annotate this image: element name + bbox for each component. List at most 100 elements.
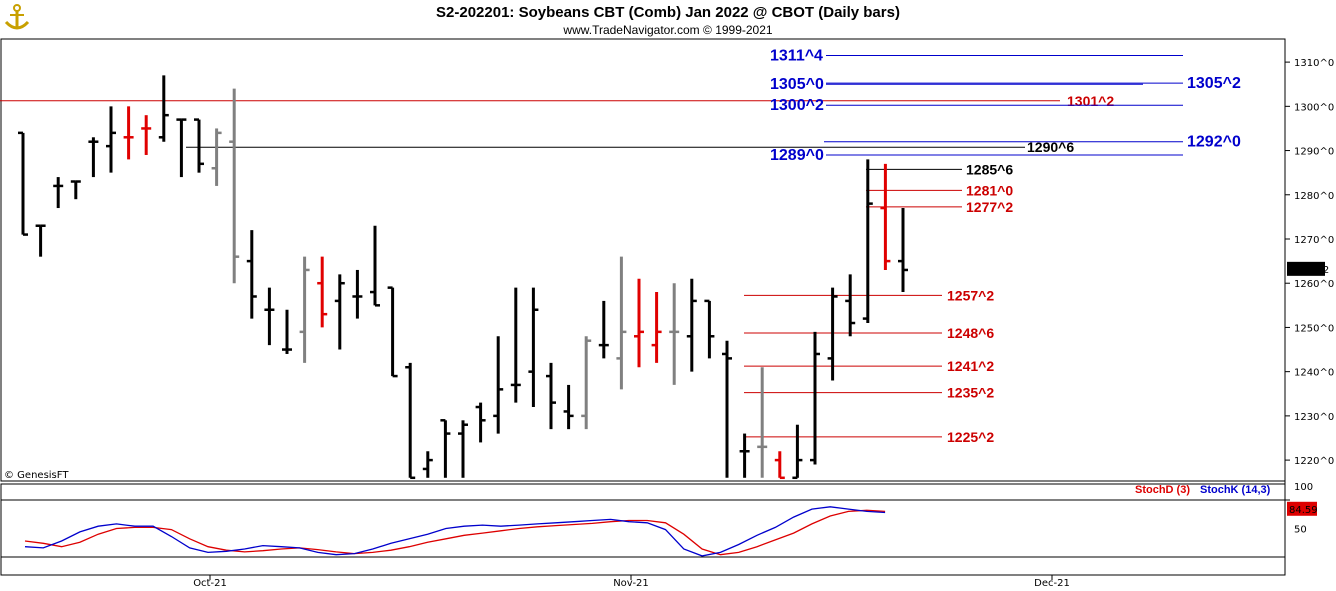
ohlc-bar bbox=[598, 300, 609, 359]
x-tick-label: Dec-21 bbox=[1034, 578, 1070, 589]
x-tick-label: Nov-21 bbox=[613, 578, 649, 589]
ohlc-bar bbox=[845, 274, 856, 337]
level-label: 1241^2 bbox=[947, 358, 994, 374]
ohlc-bar bbox=[405, 362, 416, 480]
level-label: 1277^2 bbox=[966, 199, 1013, 215]
ohlc-bar bbox=[880, 163, 891, 270]
y-tick-label: 1240^0 bbox=[1294, 368, 1334, 379]
y-tick-label: 1250^0 bbox=[1294, 323, 1334, 334]
ohlc-bar bbox=[563, 384, 574, 430]
level-label: 1300^2 bbox=[770, 97, 824, 114]
level-label: 1257^2 bbox=[947, 287, 994, 303]
ohlc-bar bbox=[774, 451, 785, 480]
ohlc-bar bbox=[686, 278, 697, 372]
level-label: 1285^6 bbox=[966, 161, 1013, 177]
ohlc-bar bbox=[422, 451, 433, 478]
level-label: 1289^0 bbox=[770, 147, 824, 164]
anchor-logo-icon bbox=[2, 2, 32, 32]
stochd-line bbox=[24, 509, 886, 556]
ohlc-bar bbox=[35, 224, 46, 257]
ohlc-bar bbox=[898, 208, 908, 293]
y-tick-label: 1260^0 bbox=[1294, 279, 1334, 290]
y-tick-label: 1310^0 bbox=[1294, 58, 1334, 69]
ohlc-bar bbox=[387, 286, 398, 378]
ohlc-bar bbox=[616, 256, 627, 390]
y-tick-label: 1280^0 bbox=[1294, 191, 1334, 202]
level-label: 1281^0 bbox=[966, 182, 1013, 198]
ohlc-bar bbox=[581, 336, 592, 430]
ohlc-bar bbox=[334, 274, 345, 350]
ohlc-bar bbox=[722, 340, 732, 478]
ohlc-bar bbox=[264, 287, 275, 346]
y-tick-label: 1300^0 bbox=[1294, 102, 1334, 113]
ohlc-bar bbox=[528, 287, 539, 408]
indicator-panel-frame bbox=[0, 483, 1286, 576]
y-tick-label: 1290^0 bbox=[1294, 147, 1334, 158]
watermark-text: © GenesisFT bbox=[4, 470, 69, 481]
level-label: 1301^2 bbox=[1067, 93, 1114, 109]
ohlc-bar bbox=[282, 309, 292, 354]
ohlc-bar bbox=[53, 177, 64, 209]
last-price-marker: 1263^2 bbox=[1287, 261, 1329, 276]
stoch-tick-label: 100 bbox=[1294, 482, 1313, 493]
ohlc-bar bbox=[810, 331, 820, 465]
ohlc-bar bbox=[246, 230, 257, 319]
ohlc-bar bbox=[123, 106, 134, 160]
level-label: 1311^4 bbox=[770, 47, 823, 64]
level-label: 1235^2 bbox=[947, 385, 994, 401]
ohlc-bar bbox=[141, 115, 152, 155]
ohlc-bar bbox=[299, 256, 310, 363]
ohlc-bar bbox=[510, 287, 521, 403]
ohlc-bars bbox=[18, 75, 908, 480]
level-label: 1305^2 bbox=[1187, 75, 1241, 92]
level-label: 1248^6 bbox=[947, 325, 994, 341]
y-tick-label: 1270^0 bbox=[1294, 235, 1334, 246]
ohlc-bar bbox=[352, 269, 363, 319]
ohlc-bar bbox=[792, 424, 803, 480]
stoch-last-box bbox=[1287, 501, 1317, 516]
ohlc-bar bbox=[194, 118, 204, 173]
date-x-axis: Oct-21 Nov-21 Dec-21 bbox=[193, 575, 1070, 589]
level-label: 1290^6 bbox=[1027, 139, 1074, 155]
last-price-box bbox=[1287, 261, 1325, 276]
ohlc-bar bbox=[88, 137, 99, 178]
ohlc-bar bbox=[634, 278, 644, 368]
ohlc-bar bbox=[370, 225, 380, 307]
stoch-last-label: 84.59 bbox=[1289, 505, 1318, 516]
ohlc-bar bbox=[862, 159, 873, 324]
stochk-legend: StochK (14,3) bbox=[1200, 484, 1271, 496]
ohlc-bar bbox=[106, 106, 116, 173]
stochk-line bbox=[24, 506, 886, 557]
ohlc-bar bbox=[475, 402, 486, 443]
ohlc-bar bbox=[739, 433, 750, 478]
ohlc-bar bbox=[704, 299, 715, 359]
ohlc-bar bbox=[211, 128, 222, 186]
ohlc-bar bbox=[827, 287, 838, 381]
ohlc-bar bbox=[651, 292, 662, 363]
level-label: 1225^2 bbox=[947, 429, 994, 445]
last-price-label: 1263^2 bbox=[1289, 265, 1329, 276]
ohlc-bar bbox=[440, 419, 451, 478]
price-y-axis: 1220^0 1230^0 1240^0 1250^0 1260^0 1270^0 1280… bbox=[1285, 58, 1334, 467]
level-lines: 1311^4 1305^0 1305^2 1301^2 1300^2 1292^0 1290… bbox=[0, 47, 1241, 445]
ohlc-bar bbox=[317, 256, 328, 328]
chart-title: S2-202201: Soybeans CBT (Comb) Jan 2022 … bbox=[436, 4, 900, 21]
stoch-tick-label: 50 bbox=[1294, 525, 1307, 536]
y-tick-label: 1230^0 bbox=[1294, 412, 1334, 423]
ohlc-bar bbox=[18, 131, 28, 236]
ohlc-bar bbox=[70, 180, 81, 200]
ohlc-bar bbox=[546, 362, 556, 430]
stochd-legend: StochD (3) bbox=[1135, 484, 1190, 496]
stochastic-indicator: 100 84.59 50 bbox=[1, 482, 1318, 558]
level-label: 1292^0 bbox=[1187, 134, 1241, 151]
ohlc-bar bbox=[493, 336, 504, 434]
x-tick-label: Oct-21 bbox=[193, 578, 227, 589]
level-label: 1305^0 bbox=[770, 76, 824, 93]
ohlc-bar bbox=[229, 88, 240, 284]
chart-subtitle: www.TradeNavigator.com © 1999-2021 bbox=[562, 23, 772, 37]
ohlc-bar bbox=[176, 118, 187, 178]
ohlc-bar bbox=[757, 367, 768, 478]
ohlc-bar bbox=[669, 283, 680, 385]
y-tick-label: 1220^0 bbox=[1294, 456, 1334, 467]
